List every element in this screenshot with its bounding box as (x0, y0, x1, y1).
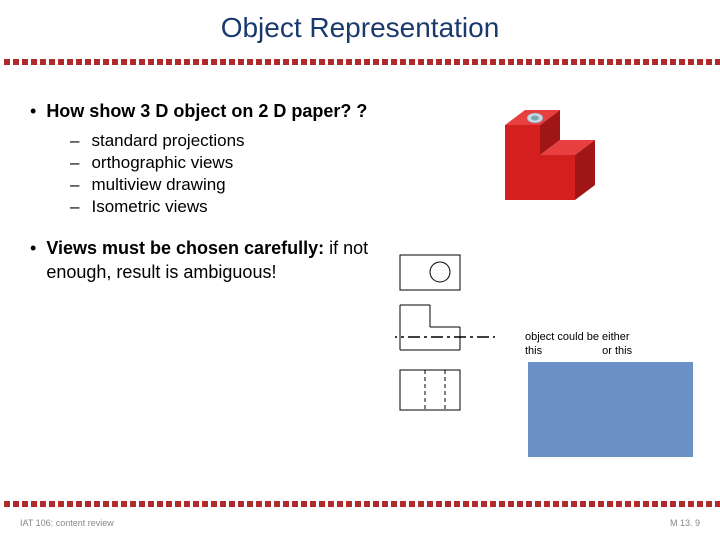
caption-or-this: or this (602, 344, 632, 358)
isometric-3d-figure (485, 100, 605, 210)
footer-left: IAT 106: content review (20, 518, 114, 528)
divider-bottom (0, 500, 720, 508)
slide-title: Object Representation (0, 0, 720, 44)
bullet-1-text: How show 3 D object on 2 D paper? ? (46, 100, 367, 123)
sub-text-1: standard projections (91, 131, 244, 151)
caption-line1: object could be either (525, 330, 632, 344)
sub-text-2: orthographic views (91, 153, 233, 173)
divider-top (0, 58, 720, 66)
ambiguity-caption: object could be either this or this (525, 330, 632, 359)
blue-placeholder-rect (528, 362, 693, 457)
sub-item-3: – multiview drawing (70, 175, 390, 195)
bullet-2: • Views must be chosen carefully: if not… (30, 237, 390, 284)
sub-text-3: multiview drawing (91, 175, 225, 195)
sub-dash: – (70, 175, 79, 195)
sub-item-1: – standard projections (70, 131, 390, 151)
bullet-2-bold: Views must be chosen carefully: (46, 238, 324, 258)
bullet-1: • How show 3 D object on 2 D paper? ? (30, 100, 390, 123)
sub-list: – standard projections – orthographic vi… (70, 131, 390, 217)
sub-item-4: – Isometric views (70, 197, 390, 217)
bullet-marker: • (30, 100, 36, 123)
bullet-2-text: Views must be chosen carefully: if not e… (46, 237, 390, 284)
orthographic-views-figure (395, 250, 515, 420)
footer-right: M 13. 9 (670, 518, 700, 528)
sub-dash: – (70, 153, 79, 173)
sub-dash: – (70, 131, 79, 151)
sub-text-4: Isometric views (91, 197, 207, 217)
sub-dash: – (70, 197, 79, 217)
sub-item-2: – orthographic views (70, 153, 390, 173)
caption-this: this (525, 344, 542, 358)
bullet-marker: • (30, 237, 36, 284)
content-area: • How show 3 D object on 2 D paper? ? – … (30, 100, 390, 292)
